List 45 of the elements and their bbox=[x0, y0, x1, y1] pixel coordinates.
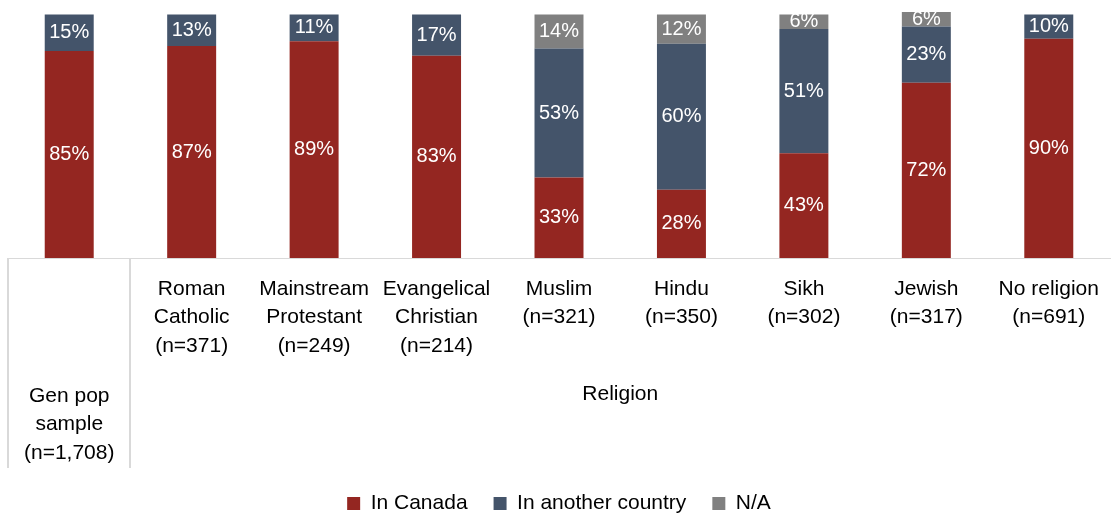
data-label: 53% bbox=[538, 100, 580, 123]
bar bbox=[656, 189, 706, 258]
data-label: 10% bbox=[1028, 14, 1070, 37]
data-label: 43% bbox=[783, 193, 825, 216]
bar bbox=[44, 50, 94, 258]
bar bbox=[656, 43, 706, 190]
bar bbox=[779, 153, 829, 258]
bar bbox=[779, 29, 829, 154]
legend-label: N/A bbox=[735, 490, 771, 514]
bar bbox=[534, 48, 584, 178]
x-axis-title: Religion bbox=[582, 380, 659, 404]
x-tick-label: Hindu (n=350) bbox=[644, 275, 718, 328]
legend-label: In another country bbox=[517, 490, 687, 514]
text: Gen pop sample (n=1,708) bbox=[23, 382, 115, 463]
data-label: 28% bbox=[661, 211, 702, 234]
x-tick-label: No religion (n=691) bbox=[998, 275, 1099, 328]
x-tick-label: Roman Catholic (n=371) bbox=[153, 275, 230, 356]
data-label: 72% bbox=[906, 157, 947, 180]
legend-label: In Canada bbox=[370, 490, 468, 514]
x-tick-label: Sikh (n=302) bbox=[767, 275, 841, 328]
data-label: 17% bbox=[416, 22, 457, 45]
x-tick-label: Jewish (n=317) bbox=[889, 275, 963, 328]
data-label: 89% bbox=[294, 137, 335, 160]
x-tick-label: Mainstream Protestant (n=249) bbox=[259, 275, 369, 356]
data-label: 12% bbox=[661, 16, 702, 39]
data-label: 11% bbox=[294, 15, 334, 38]
x-tick-label: Evangelical Christian (n=214) bbox=[382, 275, 491, 356]
data-label: 87% bbox=[171, 139, 212, 162]
bar bbox=[901, 82, 951, 258]
bar bbox=[412, 55, 462, 258]
data-label: 51% bbox=[783, 78, 825, 101]
data-label: 60% bbox=[661, 104, 702, 127]
bar bbox=[167, 46, 217, 258]
x-tick-label: Muslim (n=321) bbox=[522, 275, 596, 328]
data-label: 90% bbox=[1028, 135, 1070, 158]
data-label: 15% bbox=[49, 20, 90, 43]
bar bbox=[534, 177, 584, 258]
data-label: 33% bbox=[538, 205, 580, 228]
data-label: 85% bbox=[49, 142, 90, 164]
data-label: 13% bbox=[171, 17, 212, 40]
data-label: 83% bbox=[416, 144, 457, 167]
data-label: 14% bbox=[538, 19, 580, 41]
bar bbox=[289, 41, 339, 258]
data-label: 23% bbox=[906, 42, 947, 65]
bar bbox=[1024, 38, 1074, 258]
